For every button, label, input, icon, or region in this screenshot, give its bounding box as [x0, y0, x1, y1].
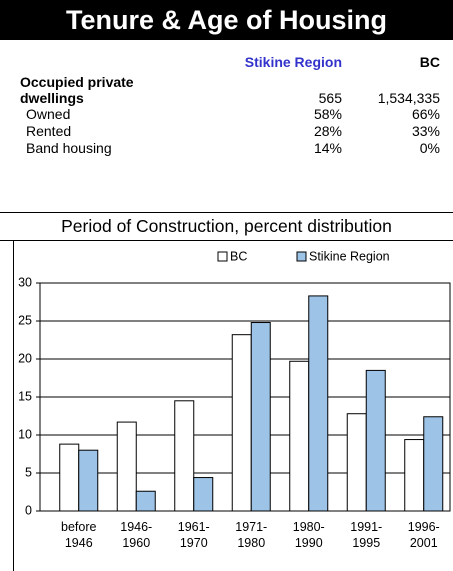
bar: [289, 360, 310, 512]
page-title: Tenure & Age of Housing: [0, 0, 453, 40]
rule: [0, 240, 453, 241]
y-tick-label: 30: [18, 275, 32, 289]
bar: [193, 477, 214, 512]
bar: [59, 443, 80, 512]
bar: [308, 295, 329, 512]
bar: [404, 439, 425, 512]
legend-label: Stikine Region: [309, 249, 390, 263]
bar: [78, 449, 99, 512]
y-tick-label: 5: [25, 465, 32, 479]
column-header: Stikine Region: [244, 54, 342, 70]
cell: 14%: [313, 140, 342, 156]
cell: 28%: [313, 123, 342, 139]
bar: [250, 322, 271, 512]
bar: [174, 400, 195, 512]
x-tick-label: 1991-1995: [350, 520, 383, 550]
bar: [346, 413, 367, 512]
x-tick-label: before 1946: [61, 520, 97, 550]
row-label: Occupied private dwellings: [20, 74, 134, 106]
bar: [423, 416, 444, 512]
cell: 33%: [411, 123, 440, 139]
legend-swatch: [296, 251, 307, 262]
y-tick-label: 25: [18, 313, 32, 327]
x-tick-label: 1996-2001: [407, 520, 440, 550]
row-label: Owned: [26, 106, 71, 122]
cell: 0%: [419, 140, 440, 156]
cell: 565: [318, 90, 342, 106]
x-tick-label: 1946-1960: [120, 520, 153, 550]
bar: [116, 421, 137, 512]
x-tick-label: 1980-1990: [292, 520, 325, 550]
x-tick-label: 1971-1980: [235, 520, 268, 550]
legend-swatch: [217, 251, 228, 262]
y-tick-label: 20: [18, 351, 32, 365]
bar: [135, 490, 156, 512]
bar: [231, 334, 252, 512]
x-tick-label: 1961-1970: [177, 520, 210, 550]
y-tick-label: 10: [18, 427, 32, 441]
y-tick-label: 0: [25, 503, 32, 517]
bar: [365, 369, 386, 512]
rule: [13, 240, 14, 571]
column-header: BC: [419, 54, 440, 70]
row-label: Band housing: [26, 140, 112, 156]
cell: 58%: [313, 106, 342, 122]
rule: [0, 212, 453, 213]
row-label: Rented: [26, 123, 72, 139]
chart-title: Period of Construction, percent distribu…: [61, 216, 392, 236]
cell: 1,534,335: [377, 90, 440, 106]
legend-label: BC: [230, 249, 247, 263]
y-tick-label: 15: [18, 389, 32, 403]
cell: 66%: [411, 106, 440, 122]
plot-border: [39, 282, 451, 512]
